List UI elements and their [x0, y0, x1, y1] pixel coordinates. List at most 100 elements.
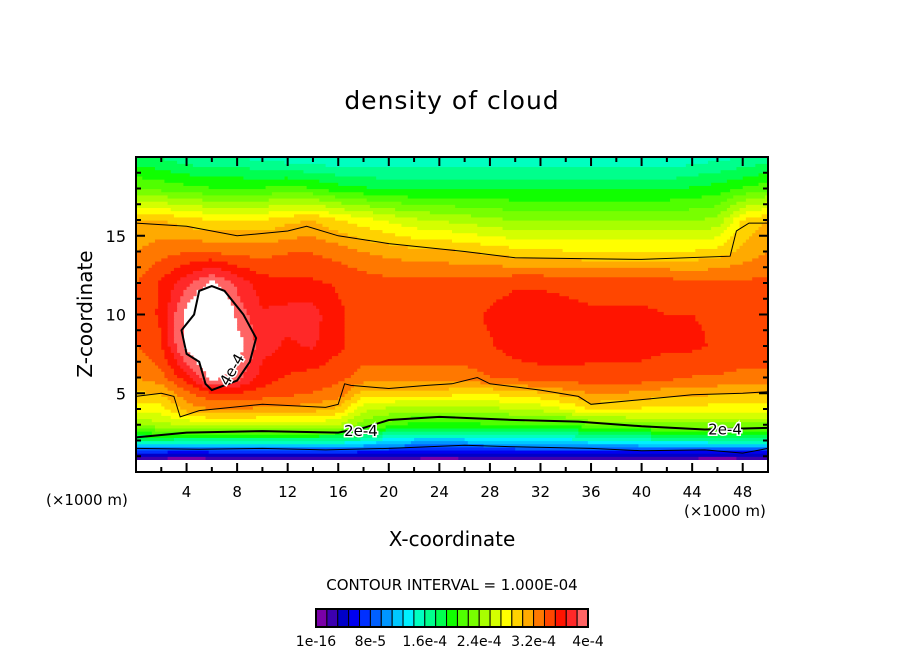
heatmap-cell — [136, 327, 162, 331]
heatmap-cell — [720, 232, 734, 237]
heatmap-cell — [739, 220, 766, 224]
heatmap-cell — [319, 213, 352, 218]
heatmap-cell — [158, 323, 169, 328]
heatmap-cell — [173, 314, 184, 319]
heatmap-cell — [192, 377, 203, 382]
heatmap-cell — [164, 371, 175, 375]
heatmap-cell — [243, 336, 254, 341]
colorbar-swatch — [565, 608, 578, 628]
heatmap-cell — [180, 352, 191, 357]
heatmap-cell — [651, 424, 769, 429]
heatmap-cell — [704, 336, 769, 341]
heatmap-cell — [508, 245, 719, 249]
heatmap-cell — [249, 254, 273, 259]
heatmap-cell — [252, 330, 320, 334]
heatmap-cell — [344, 333, 491, 338]
heatmap-cell — [278, 238, 327, 243]
heatmap-cell — [742, 185, 769, 190]
heatmap-cell — [369, 251, 482, 256]
heatmap-cell — [136, 201, 169, 205]
heatmap-cell — [136, 405, 166, 410]
heatmap-cell — [341, 415, 355, 420]
heatmap-cell — [230, 301, 245, 306]
colorbar-swatch — [435, 608, 448, 628]
heatmap-cell — [344, 317, 485, 322]
contour-label: 2e-4 — [708, 420, 742, 438]
heatmap-cell — [136, 346, 140, 350]
heatmap-cell — [676, 175, 744, 180]
heatmap-cell — [489, 333, 706, 338]
heatmap-cell — [249, 314, 324, 319]
heatmap-cell — [344, 399, 358, 404]
heatmap-cell — [173, 283, 191, 287]
colorbar-label: 2.4e-4 — [457, 634, 502, 650]
heatmap-cell — [300, 402, 342, 407]
heatmap-cell — [720, 210, 734, 215]
heatmap-cell — [256, 342, 282, 347]
heatmap-cell — [262, 358, 330, 363]
heatmap-cell — [136, 386, 169, 391]
heatmap-cell — [249, 380, 273, 385]
colorbar-swatch — [369, 608, 382, 628]
heatmap-cell — [154, 260, 191, 265]
heatmap-cell — [325, 238, 371, 243]
heatmap-cell — [224, 374, 245, 379]
heatmap-cell — [252, 333, 320, 338]
heatmap-cell — [290, 371, 355, 375]
heatmap-cell — [136, 182, 184, 186]
heatmap-cell — [139, 248, 358, 253]
heatmap-cell — [477, 368, 737, 372]
heatmap-cell — [692, 374, 769, 379]
heatmap-cell — [240, 295, 260, 300]
heatmap-cell — [382, 254, 510, 259]
colorbar-swatch — [315, 608, 328, 628]
heatmap-cell — [736, 456, 769, 460]
heatmap-cell — [714, 204, 731, 208]
heatmap-cell — [259, 364, 320, 369]
heatmap-cell — [167, 449, 210, 454]
heatmap-cell — [707, 160, 769, 164]
heatmap-cell — [205, 396, 263, 401]
heatmap-cell — [136, 349, 143, 353]
heatmap-cell — [259, 295, 339, 300]
colorbar-swatch — [456, 608, 469, 628]
heatmap-cell — [711, 226, 728, 231]
heatmap-cell — [136, 368, 162, 372]
heatmap-cell — [170, 298, 181, 303]
heatmap-cell — [177, 346, 184, 350]
heatmap-cell — [730, 204, 747, 208]
heatmap-cell — [136, 361, 156, 366]
heatmap-cell — [237, 317, 251, 322]
heatmap-cell — [205, 380, 229, 385]
heatmap-cell — [360, 412, 390, 416]
heatmap-cell — [480, 242, 725, 246]
heatmap-cell — [196, 380, 207, 385]
heatmap-cell — [294, 393, 346, 397]
heatmap-cell — [173, 320, 184, 325]
heatmap-cell — [385, 405, 500, 410]
heatmap-cell — [136, 286, 159, 290]
heatmap-cell — [154, 311, 169, 316]
heatmap-cell — [136, 449, 169, 454]
heatmap-cell — [360, 427, 387, 432]
heatmap-cell — [164, 383, 178, 388]
heatmap-cell — [136, 264, 153, 268]
heatmap-cell — [515, 446, 769, 451]
heatmap-cell — [745, 210, 769, 215]
heatmap-cell — [341, 201, 403, 205]
heatmap-cell — [742, 175, 769, 180]
heatmap-cell — [578, 298, 769, 303]
contour-interval-label: CONTOUR INTERVAL = 1.000E-04 — [326, 576, 578, 594]
heatmap-cell — [167, 220, 301, 224]
heatmap-cell — [587, 418, 769, 423]
heatmap-cell — [136, 418, 153, 423]
heatmap-cell — [158, 283, 175, 287]
heatmap-cell — [246, 311, 320, 316]
heatmap-cell — [284, 160, 709, 164]
heatmap-cell — [660, 352, 769, 357]
heatmap-cell — [689, 207, 728, 212]
heatmap-cell — [347, 390, 361, 394]
heatmap-cell — [208, 390, 245, 394]
colorbar-swatch — [511, 608, 524, 628]
heatmap-cell — [483, 320, 700, 325]
